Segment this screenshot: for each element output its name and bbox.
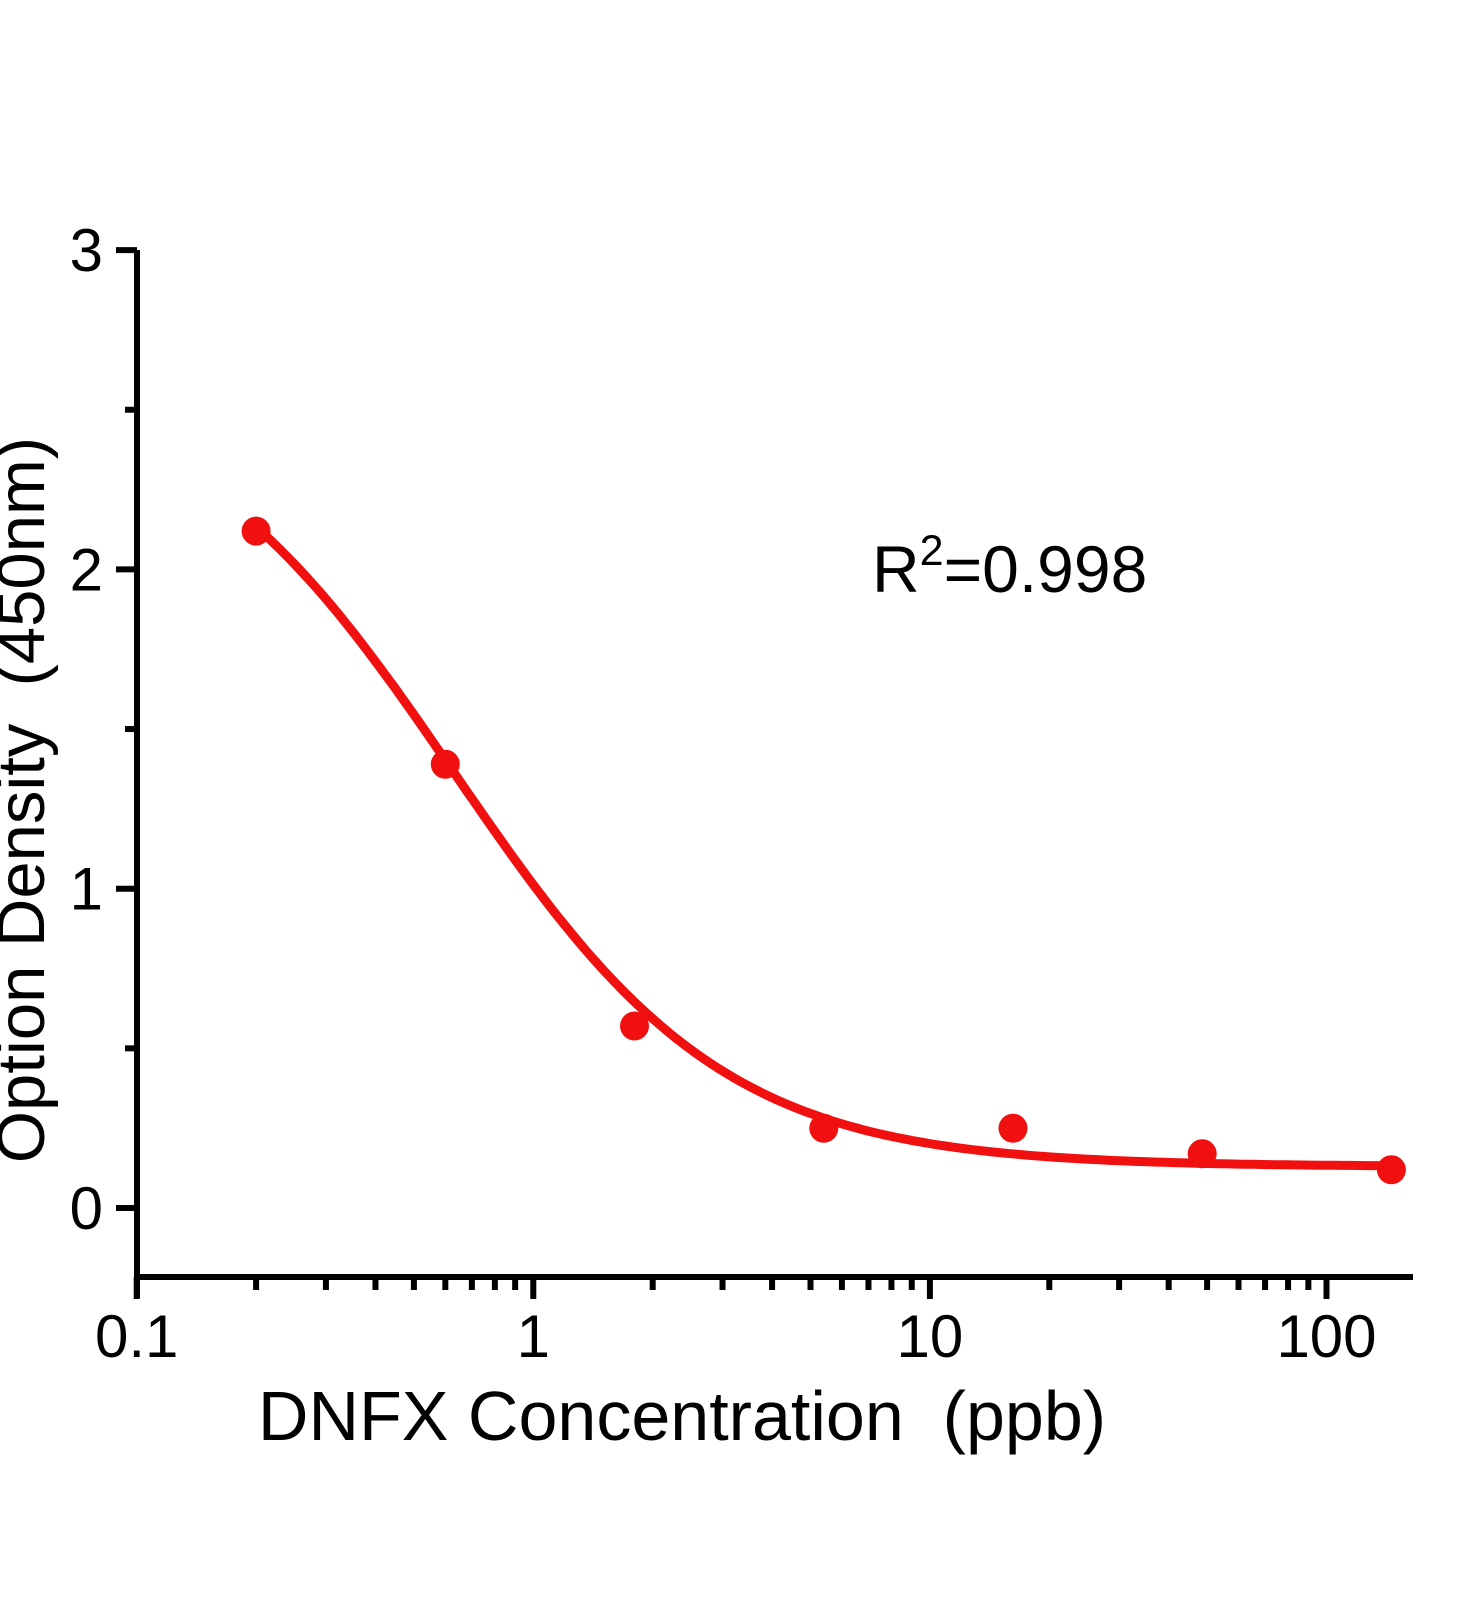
- data-point: [809, 1113, 839, 1143]
- data-point: [1376, 1155, 1406, 1185]
- fit-curve: [251, 522, 1396, 1171]
- y-tick-label-3: 3: [70, 217, 103, 284]
- x-tick-label-100: 100: [1276, 1303, 1376, 1370]
- r-squared-annotation: R2=0.998: [872, 527, 1147, 606]
- tick-marks-layer: [116, 247, 1330, 1299]
- series-layer: [241, 516, 1406, 1185]
- data-point: [998, 1113, 1028, 1143]
- x-tick-label-0.1: 0.1: [95, 1303, 178, 1370]
- data-point: [620, 1011, 649, 1041]
- y-axis-title: Option Density (450nm): [0, 437, 59, 1163]
- x-tick-label-10: 10: [897, 1303, 964, 1370]
- y-tick-label-2: 2: [70, 536, 103, 603]
- r-squared-value: =0.998: [944, 532, 1148, 606]
- r-squared-base: R: [872, 532, 920, 606]
- data-point: [430, 749, 460, 779]
- x-axis-title: DNFX Concentration (ppb): [258, 1377, 1106, 1455]
- r-squared-superscript: 2: [920, 527, 944, 575]
- data-point: [241, 516, 271, 546]
- y-tick-label-1: 1: [70, 856, 103, 923]
- y-tick-label-0: 0: [70, 1175, 103, 1242]
- tick-labels-layer: 0 1 2 3 0.1 1 10 100: [70, 217, 1377, 1370]
- data-point: [1187, 1139, 1217, 1169]
- x-tick-label-1: 1: [517, 1303, 550, 1370]
